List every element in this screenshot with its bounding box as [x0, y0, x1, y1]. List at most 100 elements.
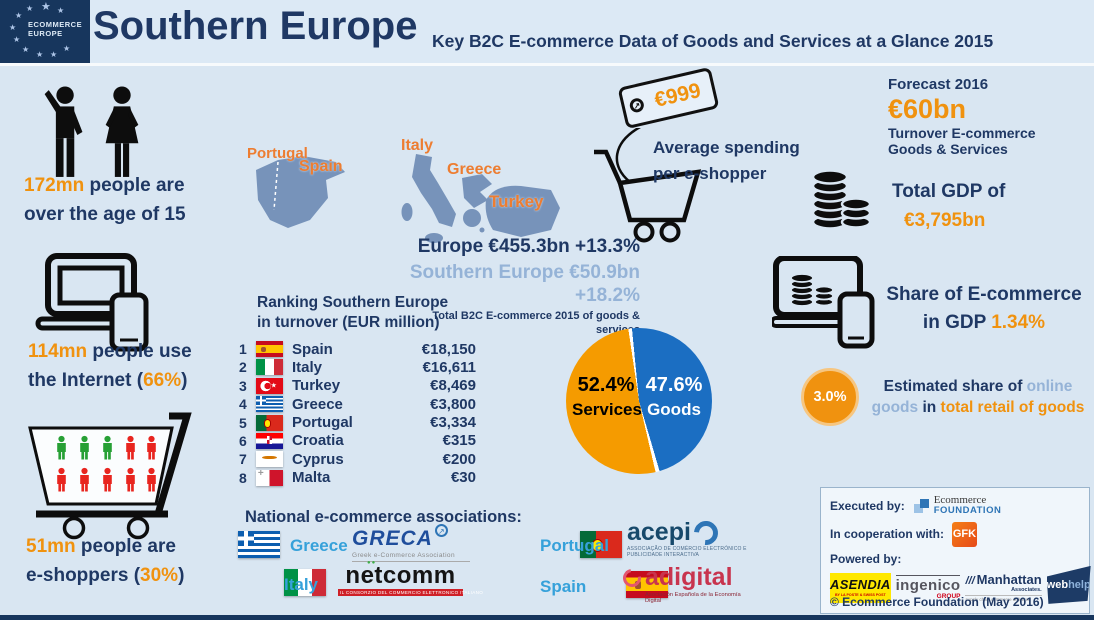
partners-box: Executed by: Ecommerce FOUNDATION In coo… — [820, 487, 1091, 614]
rank-number: 8 — [239, 469, 247, 486]
turnover-value: €3,334 — [430, 414, 476, 432]
rank-number: 4 — [239, 396, 247, 413]
asendia-logo: ASENDIA BY LA POSTE & SWISS POST — [830, 572, 891, 603]
star-icon: ★ — [22, 45, 30, 54]
adigital-logo: adigital Asociación Española de la Econo… — [619, 563, 748, 604]
flag-icon — [256, 414, 283, 431]
forecast-value: €60bn — [888, 94, 967, 124]
gdp-label: Total GDP of — [892, 181, 1006, 202]
cooperation-label: In cooperation with: — [830, 527, 944, 542]
table-row: 2 Italy €16,611 — [239, 358, 476, 376]
page-title: Southern Europe — [93, 4, 418, 48]
assoc-country-portugal: Portugal — [540, 536, 609, 555]
country-name: Croatia — [292, 432, 344, 450]
foundation-squares-icon — [919, 499, 929, 509]
turnover-value: €8,469 — [430, 377, 476, 395]
star-icon: ★ — [41, 1, 51, 13]
netcomm-logo: ●● netcomm IL CONSORZIO DEL COMMERCIO ELE… — [338, 560, 484, 596]
turnover-value: €18,150 — [421, 340, 476, 358]
gdp-block: Total GDP of €3,795bn — [892, 178, 1005, 235]
logo-line2: EUROPE — [28, 29, 63, 39]
gfk-logo: GFK — [952, 521, 977, 547]
rank-number: 6 — [239, 432, 247, 449]
greca-logo: GRECA ↗ Greek e-Commerce Association — [352, 524, 470, 562]
turnover-value: €30 — [450, 469, 476, 487]
spending-cart-icon — [590, 124, 710, 248]
adigital-wordmark: adigital — [645, 563, 733, 591]
adigital-subtitle: Asociación Española de la Economía Digit… — [645, 592, 741, 604]
assoc-country-italy: Italy — [284, 575, 319, 594]
country-name: Greece — [292, 395, 343, 413]
assoc-country-greece: Greece — [290, 536, 348, 555]
internet-value: 114mn — [28, 341, 88, 362]
goods-services-pie-chart: 52.4% Services 47.6% Goods — [566, 328, 712, 474]
netcomm-dots-icon: ●● — [367, 560, 377, 566]
eshoppers-cart-icon — [20, 406, 212, 545]
turnover-value: €315 — [442, 432, 476, 450]
ecommerce-foundation-logo: Ecommerce FOUNDATION — [913, 495, 1002, 517]
gdp-value: €3,795bn — [904, 209, 986, 231]
header: ★ ★ ★ ★ ★ ★ ★ ★ ★ ★ ECOMMERCE EUROPE Sou… — [0, 0, 1094, 66]
population-line2: over the age of 15 — [24, 203, 186, 225]
forecast-block: Forecast 2016 €60bn Turnover E-commerce … — [888, 76, 1036, 157]
turnover-value: €16,611 — [422, 358, 476, 376]
laptop-coins-phone-icon — [770, 255, 884, 356]
eshoppers-stat: 51mn people are e-shoppers (30%) — [26, 536, 185, 586]
powered-by-label: Powered by: — [830, 551, 902, 566]
flag-icon — [256, 432, 283, 449]
rank-number: 2 — [239, 359, 247, 376]
executed-by-label: Executed by: — [830, 498, 905, 513]
gdp-share-value: 1.34% — [991, 311, 1046, 333]
turnover-value: €200 — [442, 450, 476, 468]
rank-number: 3 — [239, 377, 247, 394]
netcomm-wordmark: ●● netcomm — [345, 560, 456, 589]
flag-icon — [238, 531, 280, 558]
adigital-ring-icon — [619, 564, 645, 591]
star-icon: ★ — [9, 23, 17, 32]
acepi-logo: acepi ASSOCIAÇÃO DE COMÉRCIO ELECTRÓNICO… — [627, 515, 747, 558]
retail-share-badge: 3.0% — [801, 368, 859, 426]
country-name: Malta — [292, 469, 331, 487]
assoc-country-spain: Spain — [540, 577, 587, 596]
internet-pct: 66% — [143, 369, 182, 391]
acepi-swoosh-icon — [689, 515, 723, 550]
pie-goods-label: 47.6% Goods — [645, 374, 703, 419]
acepi-subtitle: ASSOCIAÇÃO DE COMÉRCIO ELECTRÓNICO E PUB… — [627, 546, 747, 558]
avg-spending-label: Average spending per e-shopper — [653, 138, 800, 184]
map-label-italy: Italy — [401, 137, 434, 154]
gdp-share-line1: Share of E-commerce — [886, 284, 1082, 305]
population-value: 172mn — [24, 175, 85, 196]
country-name: Cyprus — [292, 450, 344, 468]
greca-arrow-icon: ↗ — [434, 524, 448, 537]
ecommerce-europe-logo-icon: ★ ★ ★ ★ ★ ★ ★ ★ ★ ★ ECOMMERCE EUROPE — [0, 0, 90, 63]
population-stat: 172mn people are over the age of 15 — [24, 175, 186, 225]
table-row: 1 Spain €18,150 — [239, 340, 476, 358]
flag-icon — [256, 341, 283, 357]
bottom-divider — [0, 615, 1094, 620]
manhattan-slashes-icon: /// — [965, 575, 975, 588]
map-label-turkey: Turkey — [489, 192, 544, 211]
flag-icon — [256, 451, 283, 468]
acepi-wordmark: acepi — [627, 518, 691, 546]
gdp-share-block: Share of E-commerce in GDP 1.34% — [872, 281, 1094, 336]
map-label-greece: Greece — [447, 161, 502, 178]
country-name: Turkey — [292, 377, 341, 395]
star-icon: ★ — [36, 50, 44, 59]
greca-subtitle: Greek e-Commerce Association — [352, 552, 470, 562]
southern-europe-total: Southern Europe €50.9bn +18.2% — [409, 261, 640, 306]
flag-icon — [579, 531, 622, 558]
associations-title: National e-commerce associations: — [245, 508, 522, 526]
table-row: 4 Greece €3,800 — [239, 395, 476, 413]
europe-total: Europe €455.3bn +13.3% — [417, 236, 640, 257]
flag-icon — [256, 396, 283, 413]
ranking-title: Ranking Southern Europe in turnover (EUR… — [257, 294, 449, 332]
people-icon — [40, 86, 144, 180]
webhelp-logo: web help — [1046, 565, 1091, 604]
rank-number: 7 — [239, 451, 247, 468]
map-label-spain: Spain — [299, 158, 343, 175]
netcomm-subtitle: IL CONSORZIO DEL COMMERCIO ELETTRONICO I… — [338, 589, 484, 596]
table-row: 3 Turkey €8,469 — [239, 377, 476, 395]
ranking-table: 1 Spain €18,150 2 Italy €16,611 3 Turkey €8,46… — [239, 340, 476, 487]
manhattan-logo: /// Manhattan Associates. supply chain c… — [965, 572, 1042, 603]
